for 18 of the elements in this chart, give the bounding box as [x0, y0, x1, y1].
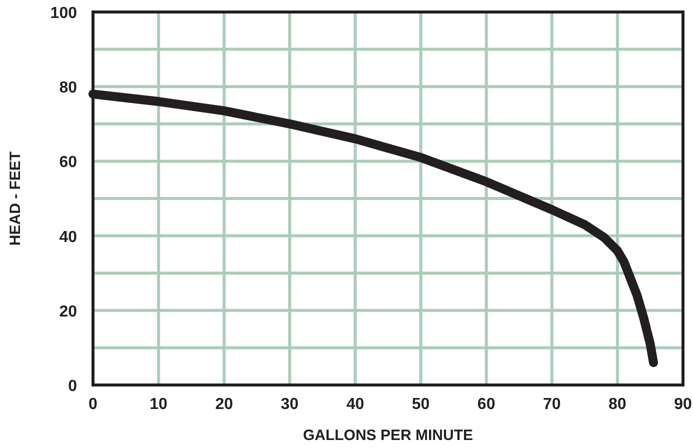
y-tick-label: 0 [68, 378, 78, 395]
y-tick-label: 20 [59, 303, 78, 320]
x-tick-label: 40 [346, 396, 364, 413]
x-tick-label: 0 [88, 396, 98, 413]
x-tick-label: 20 [215, 396, 234, 413]
y-axis-title: HEAD - FEET [7, 151, 24, 246]
y-tick-label: 80 [59, 80, 78, 97]
y-tick-label: 40 [59, 228, 78, 246]
x-tick-label: 70 [542, 396, 561, 413]
x-tick-label: 80 [608, 396, 626, 413]
x-tick-label: 10 [150, 396, 168, 413]
y-tick-label: 60 [59, 154, 78, 172]
x-tick-label: 50 [412, 396, 430, 413]
x-tick-label: 30 [280, 396, 299, 413]
y-tick-label: 100 [50, 5, 78, 22]
x-tick-label: 90 [674, 396, 692, 413]
x-axis-title: GALLONS PER MINUTE [302, 427, 474, 444]
x-tick-label: 60 [477, 396, 496, 413]
